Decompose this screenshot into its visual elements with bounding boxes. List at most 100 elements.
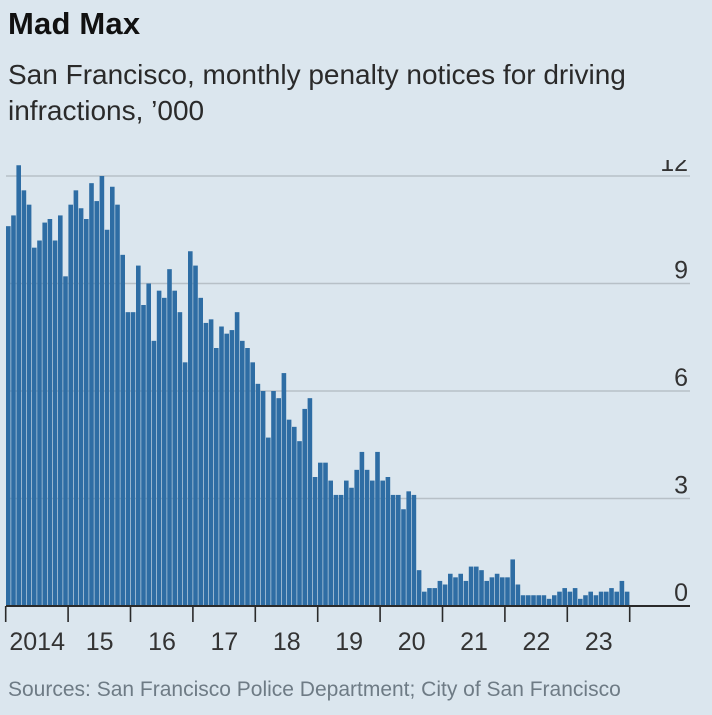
bar-2016-07 [162, 297, 167, 606]
bar-2023-04 [583, 595, 588, 606]
bar-2019-03 [328, 480, 333, 606]
bar-2022-04 [520, 595, 526, 606]
bar-2014-09 [47, 219, 53, 606]
bar-2023-11 [619, 580, 625, 606]
bar-2015-03 [78, 208, 84, 606]
bar-2021-05 [463, 580, 469, 606]
bar-2020-07 [411, 494, 417, 606]
bar-2015-04 [84, 219, 89, 606]
bar-2023-12 [624, 591, 630, 606]
y-tick-label: 3 [674, 472, 688, 500]
bar-2021-02 [448, 573, 453, 606]
bar-2014-08 [42, 222, 47, 607]
bar-2016-03 [141, 305, 146, 606]
bar-2019-05 [338, 494, 344, 606]
bar-2020-05 [401, 509, 406, 606]
bars [6, 165, 630, 607]
bar-2021-10 [489, 577, 495, 606]
bar-2023-07 [598, 591, 604, 606]
bar-2019-02 [323, 462, 328, 606]
bar-2017-02 [198, 297, 203, 606]
bar-2022-07 [536, 595, 541, 606]
chart-title: Mad Max [8, 6, 141, 41]
x-tick-label: 15 [86, 628, 114, 656]
bar-2016-11 [182, 362, 188, 606]
bar-2022-11 [557, 591, 562, 606]
bar-2014-01 [6, 226, 11, 606]
bar-2014-12 [63, 276, 68, 606]
bar-2014-03 [16, 165, 21, 606]
bar-2015-09 [110, 186, 115, 606]
source-note: Sources: San Francisco Police Department… [8, 678, 621, 701]
bar-2014-10 [52, 240, 58, 606]
bar-2021-03 [453, 577, 458, 606]
bar-2016-02 [136, 265, 141, 606]
axes: 0 3 6 9 12 2014 15 16 17 18 19 20 21 22 23 [4, 160, 690, 656]
bar-2018-07 [286, 419, 292, 606]
bar-chart: 0 3 6 9 12 2014 15 16 17 18 19 20 21 22 23 [4, 160, 690, 656]
bar-2016-08 [167, 269, 172, 606]
bar-2014-11 [58, 215, 63, 606]
bar-2019-11 [370, 480, 375, 606]
bar-2018-05 [276, 398, 281, 606]
bar-2019-09 [359, 451, 365, 606]
bar-2019-08 [354, 469, 359, 606]
bar-2017-04 [208, 319, 214, 606]
bar-2021-11 [494, 573, 500, 606]
bar-2022-03 [515, 584, 521, 606]
bar-2019-07 [349, 487, 354, 606]
bar-2020-12 [437, 580, 443, 606]
y-tick-label: 6 [674, 364, 688, 392]
bar-2022-09 [546, 598, 552, 606]
bar-2014-07 [37, 240, 42, 606]
bar-2022-06 [531, 595, 536, 606]
x-tick-label: 17 [210, 628, 238, 656]
bar-2016-10 [177, 312, 183, 606]
bar-2020-11 [432, 588, 437, 606]
bar-2017-10 [240, 340, 245, 606]
bar-2015-11 [120, 254, 125, 606]
bar-2020-01 [380, 480, 385, 606]
bar-2017-11 [245, 348, 250, 606]
bar-2023-01 [567, 591, 573, 606]
bar-2018-08 [292, 426, 297, 606]
bar-2015-01 [68, 204, 73, 606]
bar-2016-06 [156, 290, 162, 606]
bar-2022-10 [552, 595, 557, 606]
bar-2022-12 [562, 588, 567, 606]
bar-2015-02 [73, 190, 79, 607]
bar-2016-05 [151, 340, 157, 606]
bar-2019-12 [375, 451, 380, 606]
chart-subtitle: San Francisco, monthly penalty notices f… [8, 59, 626, 126]
bar-2016-09 [172, 290, 177, 606]
bar-2023-09 [609, 588, 614, 606]
bar-2018-04 [271, 391, 276, 606]
x-tick-label: 2014 [9, 628, 65, 656]
bar-2017-06 [219, 326, 224, 606]
bar-2018-02 [260, 391, 266, 606]
x-tick-label: 23 [585, 628, 613, 656]
bar-2016-04 [146, 283, 151, 606]
bar-2020-03 [390, 494, 396, 606]
bar-2021-12 [500, 577, 505, 606]
bar-2019-04 [333, 494, 339, 606]
bar-2015-07 [99, 176, 105, 606]
bar-2015-05 [89, 183, 94, 606]
bar-2017-01 [193, 265, 198, 606]
bar-2019-10 [364, 469, 370, 606]
x-tick-label: 19 [335, 628, 363, 656]
bar-2018-06 [281, 373, 287, 606]
bar-2020-09 [422, 591, 427, 606]
bar-2017-12 [250, 362, 255, 606]
bar-2021-01 [442, 584, 448, 606]
bar-2023-03 [578, 598, 583, 606]
x-tick-label: 21 [460, 628, 488, 656]
bar-2023-05 [588, 591, 593, 606]
bar-2020-08 [416, 570, 422, 606]
bar-2018-11 [307, 398, 313, 606]
bar-2018-03 [266, 437, 271, 606]
bar-2022-02 [510, 559, 515, 606]
bar-2016-12 [188, 251, 193, 606]
bar-2015-12 [125, 312, 131, 606]
bar-2020-04 [396, 494, 401, 606]
